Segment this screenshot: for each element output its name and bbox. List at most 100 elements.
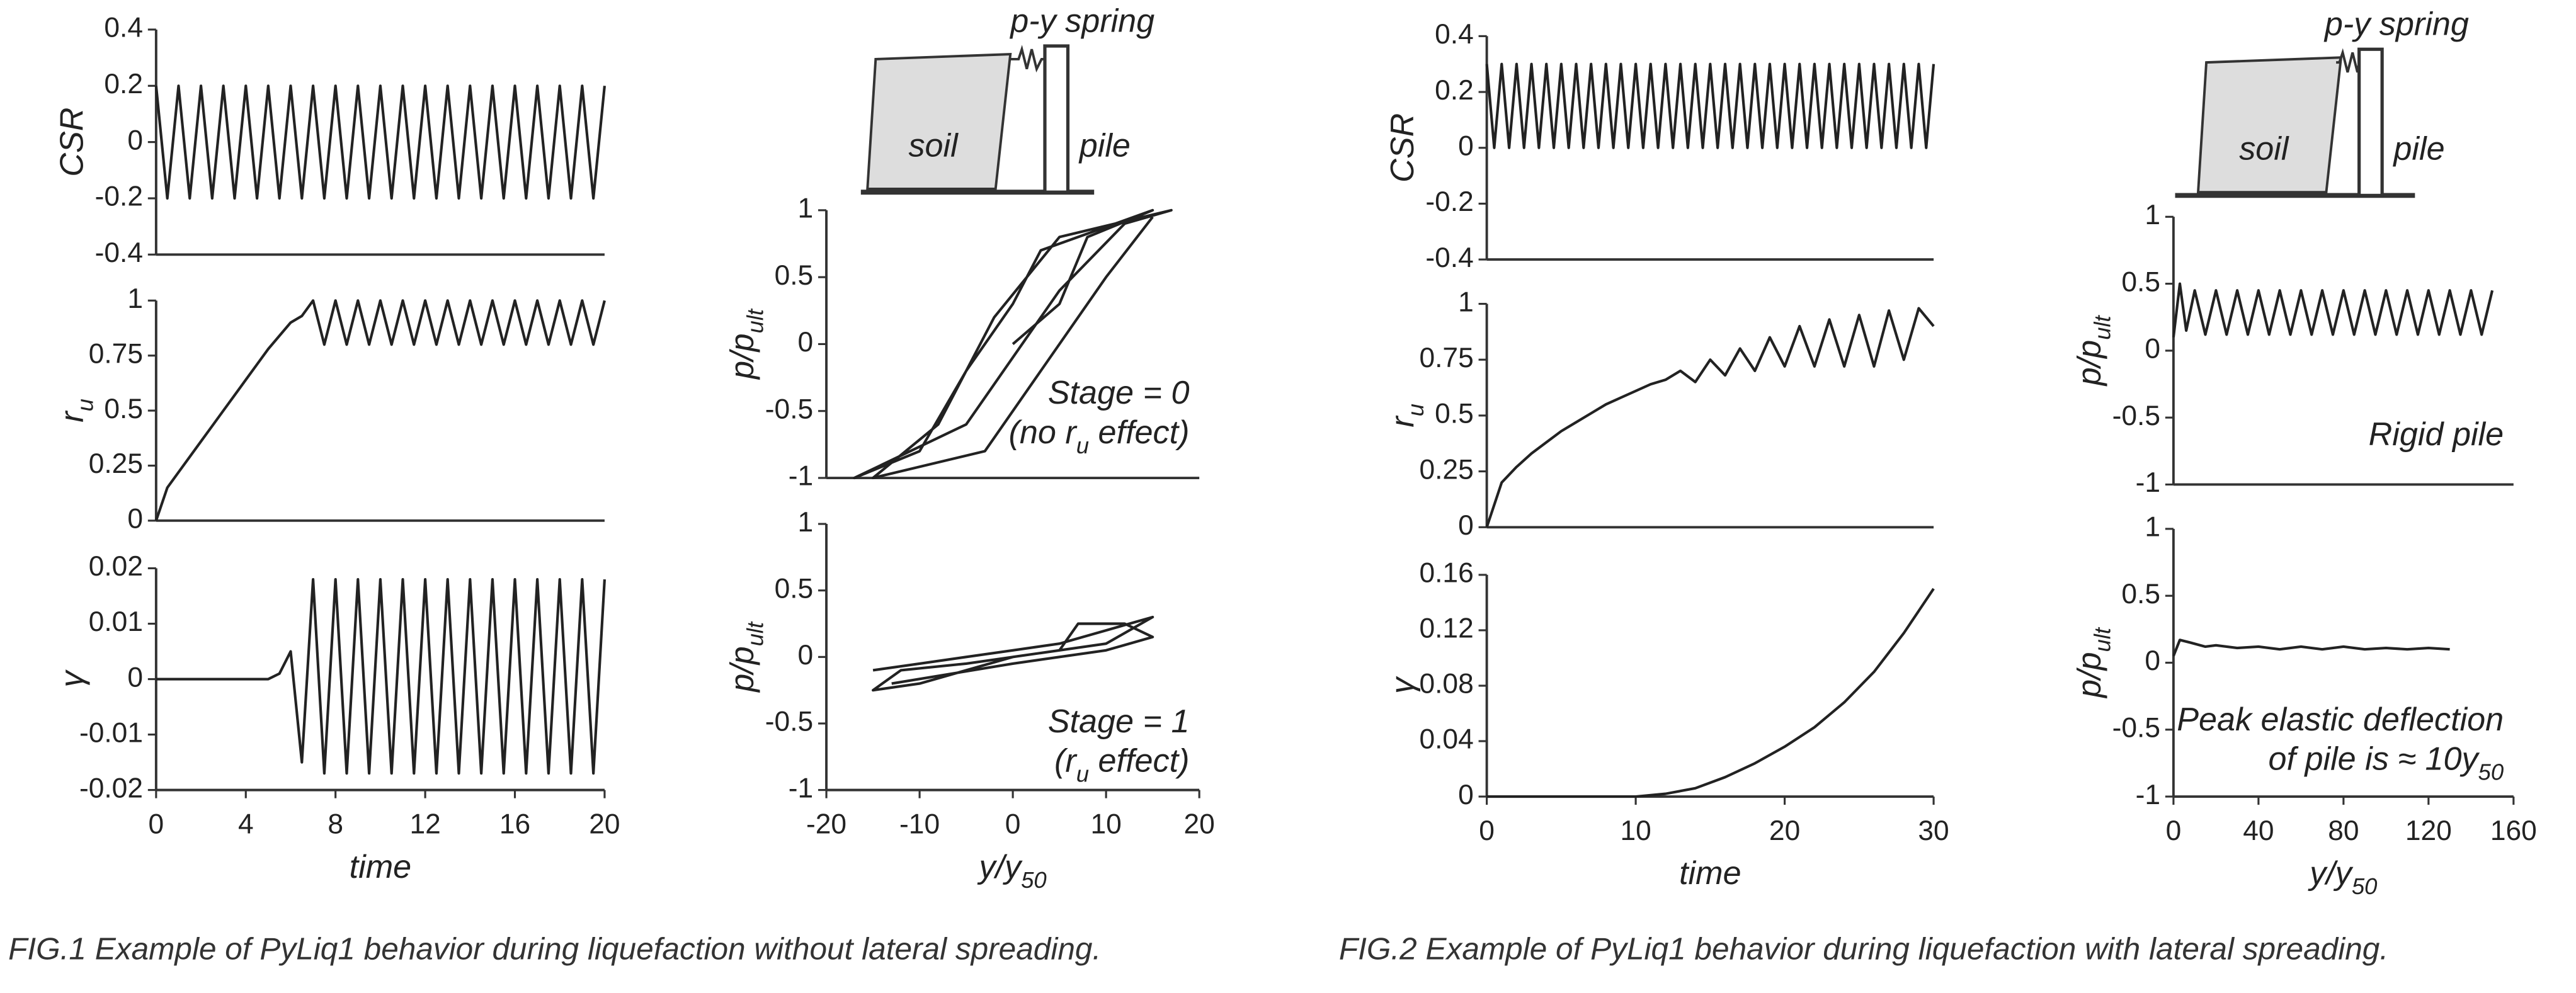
annotation-part: 50 xyxy=(2478,759,2504,785)
x-tick-label: -20 xyxy=(806,809,846,840)
y-tick-label: 1 xyxy=(2145,512,2160,543)
annotation-part: (r xyxy=(1054,742,1078,779)
y-axis-label-part: r xyxy=(54,410,90,423)
data-line xyxy=(154,84,607,200)
x-tick-label: 0 xyxy=(2166,815,2182,846)
x-tick-label: 4 xyxy=(238,809,254,840)
y-tick-label: -1 xyxy=(789,773,813,803)
y-tick-label: 0 xyxy=(2145,334,2160,365)
y-tick-label: 0 xyxy=(127,662,143,693)
x-tick-label: 8 xyxy=(328,809,343,840)
x-axis-label-part: 50 xyxy=(1021,867,1047,893)
x-tick-label: 0 xyxy=(1479,815,1495,846)
x-tick-label: 0 xyxy=(149,809,164,840)
x-axis-label-part: y/y xyxy=(2308,855,2354,892)
annotation-part: effect) xyxy=(1089,414,1189,451)
y-axis-label-part: u xyxy=(72,399,98,411)
y-tick-label: 0.02 xyxy=(89,551,143,582)
y-tick-label: 0.25 xyxy=(89,448,143,479)
y-tick-label: -0.5 xyxy=(2112,712,2160,743)
soil-block xyxy=(866,53,1012,190)
y-tick-label: -0.01 xyxy=(79,717,143,748)
y-axis-label: p/pult xyxy=(2071,627,2115,699)
y-axis-label-part: ult xyxy=(2090,627,2116,652)
annotation: Rigid pile xyxy=(2369,416,2504,453)
y-tick-label: 0.25 xyxy=(1419,454,1473,485)
pile-label: pile xyxy=(2392,131,2444,167)
y-axis-label: ru xyxy=(1384,404,1428,428)
x-axis-label: time xyxy=(350,849,412,885)
x-tick-label: 30 xyxy=(1918,815,1949,846)
x-tick-label: 20 xyxy=(589,809,620,840)
pile-shape xyxy=(1043,44,1070,194)
data-line xyxy=(2172,638,2450,657)
y-tick-label: 0.4 xyxy=(104,13,143,43)
x-tick-label: 12 xyxy=(409,809,440,840)
y-tick-label: -1 xyxy=(2136,780,2160,810)
y-axis-label-part: r xyxy=(1384,415,1421,428)
y-axis-label-part: p/p xyxy=(724,333,760,380)
y-tick-label: 0.4 xyxy=(1435,19,1474,50)
spring-label: p-y spring xyxy=(1009,3,1154,39)
annotation-part: Stage = 0 xyxy=(1048,375,1190,411)
schematic-2: p-y spring soil pile xyxy=(2175,6,2469,198)
y-tick-label: 0 xyxy=(1458,780,1474,810)
y-axis-label-part: ult xyxy=(2090,314,2116,339)
y-tick-label: 0.75 xyxy=(89,338,143,369)
data-line xyxy=(1485,62,1935,149)
annotation-part: effect) xyxy=(1089,742,1189,779)
y-axis-label: γ xyxy=(54,669,90,688)
y-tick-label: 0.5 xyxy=(2121,266,2160,297)
y-tick-label: 0.5 xyxy=(775,573,814,604)
annotation-part: Stage = 1 xyxy=(1048,703,1190,740)
y-axis-label: p/pult xyxy=(724,621,768,693)
y-tick-label: 1 xyxy=(2145,200,2160,230)
y-tick-label: 0 xyxy=(798,327,814,358)
y-tick-label: 0 xyxy=(127,125,143,156)
y-axis-label: p/pult xyxy=(2071,314,2115,387)
spring-shape xyxy=(1010,45,1045,73)
y-tick-label: -0.5 xyxy=(765,706,813,737)
spring-label: p-y spring xyxy=(2323,6,2469,43)
annotation: of pile is ≈ 10y50 xyxy=(2269,740,2504,785)
x-tick-label: 120 xyxy=(2405,815,2452,846)
data-line xyxy=(871,615,1154,692)
y-tick-label: -0.2 xyxy=(1425,186,1473,217)
y-axis-label-part: γ xyxy=(54,669,90,688)
data-line xyxy=(156,578,607,775)
annotation: (ru effect) xyxy=(1054,742,1190,786)
data-line xyxy=(1486,587,1935,798)
y-axis-label: γ xyxy=(1384,676,1421,694)
x-axis-label: y/y50 xyxy=(977,849,1046,893)
y-tick-label: 1 xyxy=(798,507,814,538)
x-tick-label: 10 xyxy=(1620,815,1651,846)
x-tick-label: 80 xyxy=(2328,815,2359,846)
y-tick-label: 0.12 xyxy=(1419,613,1473,644)
data-line xyxy=(2172,282,2494,338)
y-axis-label-part: γ xyxy=(1384,676,1421,694)
y-tick-label: 0.04 xyxy=(1419,724,1473,755)
data-line xyxy=(853,208,1173,480)
spring-shape xyxy=(2336,48,2361,73)
y-tick-label: -0.5 xyxy=(2112,400,2160,431)
y-tick-label: 0 xyxy=(127,504,143,535)
y-tick-label: -0.4 xyxy=(95,237,143,268)
y-axis-label-part: CSR xyxy=(1384,113,1421,183)
x-tick-label: 20 xyxy=(1769,815,1800,846)
y-axis-label: p/pult xyxy=(724,308,768,380)
y-tick-label: 0 xyxy=(798,640,814,671)
caption: FIG.1 Example of PyLiq1 behavior during … xyxy=(8,931,1101,966)
annotation-part: Rigid pile xyxy=(2369,416,2504,453)
y-tick-label: 1 xyxy=(127,283,143,314)
y-tick-label: -0.5 xyxy=(765,394,813,424)
x-tick-label: 40 xyxy=(2243,815,2274,846)
annotation: Stage = 0 xyxy=(1048,375,1190,411)
x-axis-label-part: y/y xyxy=(977,849,1023,885)
schematic-1: p-y spring soil pile xyxy=(860,3,1154,195)
y-axis-label: CSR xyxy=(54,108,90,177)
data-line xyxy=(154,299,606,521)
y-tick-label: 0 xyxy=(1458,130,1474,161)
y-tick-label: -1 xyxy=(789,461,813,492)
